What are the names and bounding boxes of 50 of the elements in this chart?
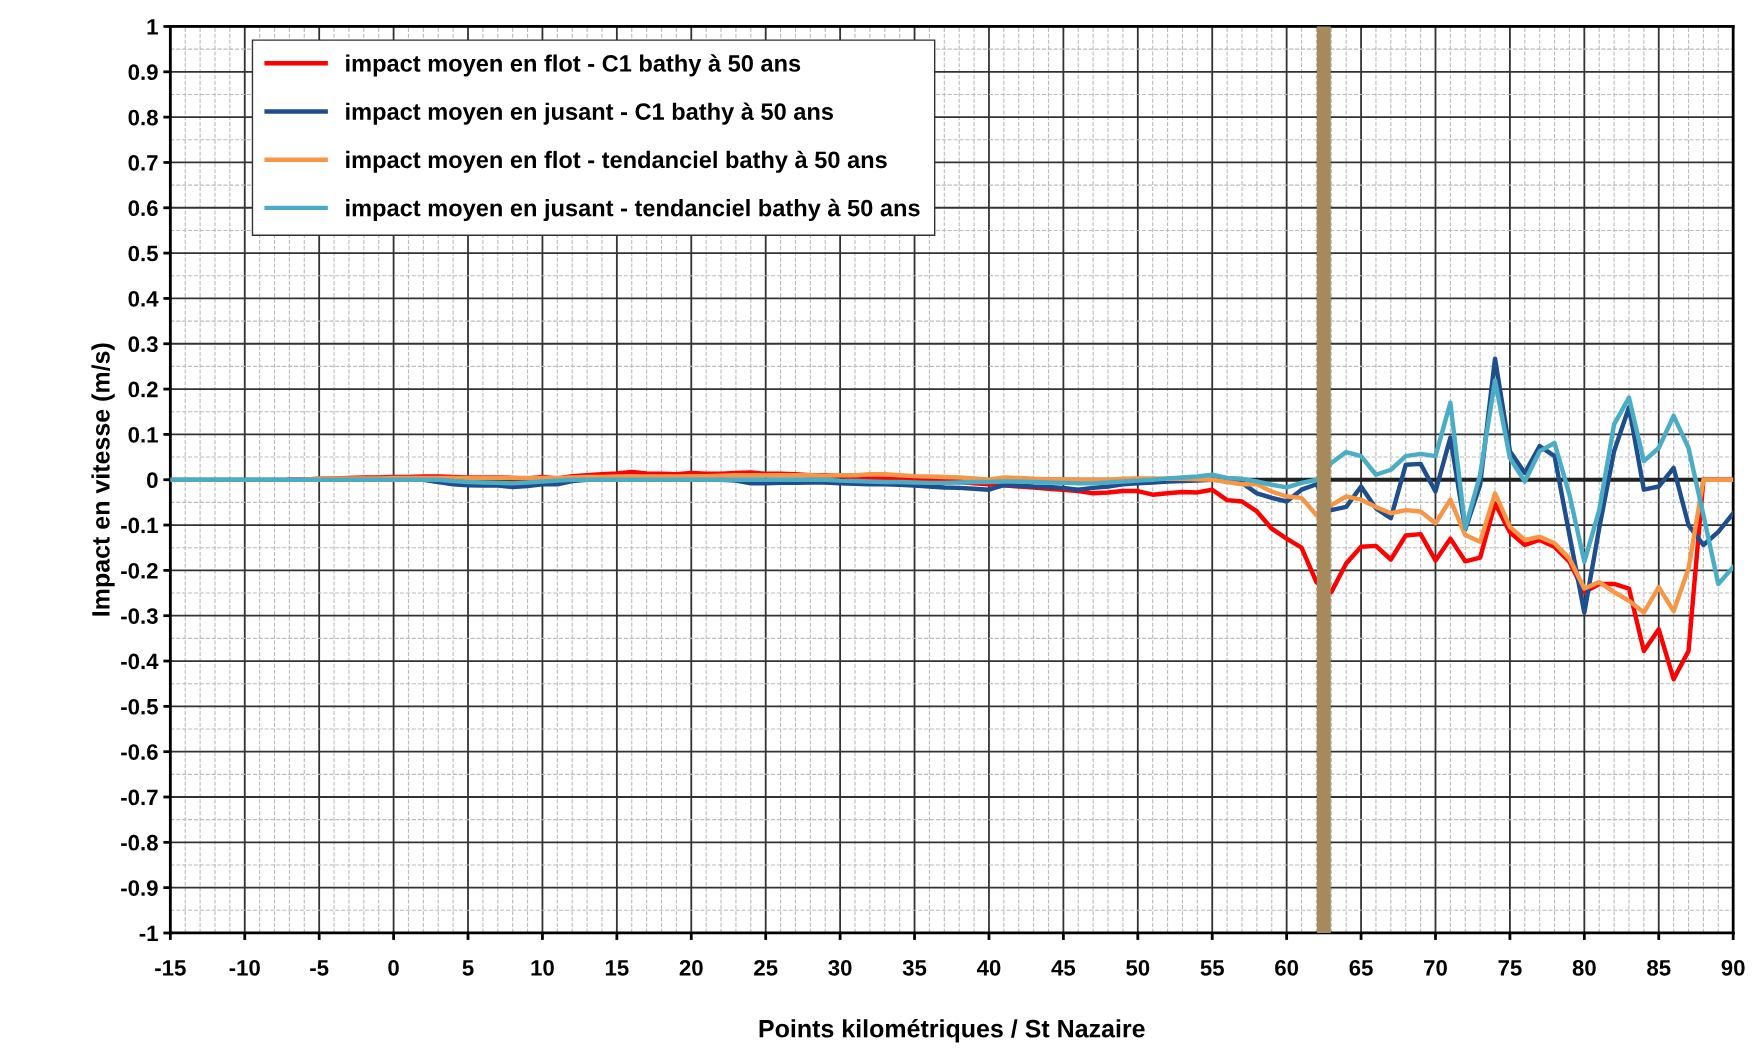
x-tick-label: 65 xyxy=(1349,959,1373,976)
y-tick-label: 0.4 xyxy=(128,290,159,307)
y-tick-label: 0.6 xyxy=(128,200,158,217)
y-tick-label: -0.3 xyxy=(121,608,158,624)
x-tick-label: 75 xyxy=(1498,960,1522,976)
y-tick-label: -0.2 xyxy=(121,562,158,579)
legend-label: impact moyen en flot - tendanciel bathy à 50 ans xyxy=(346,150,887,173)
y-tick-label: -0.9 xyxy=(121,880,158,896)
y-tick-label: -1 xyxy=(139,925,158,942)
x-tick-label: 30 xyxy=(828,959,852,976)
x-tick-label: -15 xyxy=(155,960,186,976)
x-tick-label: 45 xyxy=(1051,960,1076,976)
y-tick-label: 0.2 xyxy=(128,381,158,398)
y-axis-title: Impact en vitesse (m/s) xyxy=(91,343,115,616)
y-tick-label: -0.7 xyxy=(121,789,158,806)
y-tick-label: -0.6 xyxy=(121,744,158,760)
y-tick-label: 0.3 xyxy=(128,336,158,353)
x-tick-label: 40 xyxy=(976,959,1001,976)
x-tick-label: 35 xyxy=(902,959,927,976)
x-tick-label: -5 xyxy=(310,960,329,976)
y-tick-label: 0.1 xyxy=(128,426,158,443)
x-tick-label: 25 xyxy=(754,959,778,976)
legend-label: impact moyen en jusant - C1 bathy à 50 ans xyxy=(346,102,833,125)
y-tick-label: 0.9 xyxy=(128,64,158,81)
y-tick-label: 0 xyxy=(147,472,158,488)
y-tick-label: 0.7 xyxy=(128,154,158,171)
y-tick-label: 0.5 xyxy=(128,245,158,262)
x-tick-label: -10 xyxy=(229,959,260,976)
x-tick-label: 55 xyxy=(1200,960,1224,976)
x-tick-label: 5 xyxy=(462,960,474,976)
x-tick-label: 20 xyxy=(679,959,703,976)
y-tick-label: -0.8 xyxy=(121,834,158,851)
y-tick-label: -0.4 xyxy=(121,653,159,670)
x-tick-label: 15 xyxy=(605,960,629,976)
x-tick-label: 70 xyxy=(1424,959,1447,976)
x-tick-label: 90 xyxy=(1721,959,1745,976)
x-tick-label: 10 xyxy=(531,959,554,976)
legend-label: impact moyen en flot - C1 bathy à 50 ans xyxy=(346,54,801,77)
y-tick-label: 0.8 xyxy=(128,109,158,126)
y-tick-label: 1 xyxy=(147,19,158,35)
x-tick-label: 50 xyxy=(1126,959,1150,976)
x-tick-label: 0 xyxy=(388,959,399,976)
line-series xyxy=(170,378,1734,587)
legend-label: impact moyen en jusant - tendanciel bathy à 50 ans xyxy=(346,198,920,222)
x-tick-label: 85 xyxy=(1647,959,1671,976)
x-axis-title: Points kilométriques / St Nazaire xyxy=(759,1018,1145,1043)
y-tick-label: -0.1 xyxy=(121,517,158,534)
y-tick-label: -0.5 xyxy=(121,698,158,715)
x-tick-label: 80 xyxy=(1572,959,1596,976)
x-tick-label: 60 xyxy=(1275,959,1299,976)
